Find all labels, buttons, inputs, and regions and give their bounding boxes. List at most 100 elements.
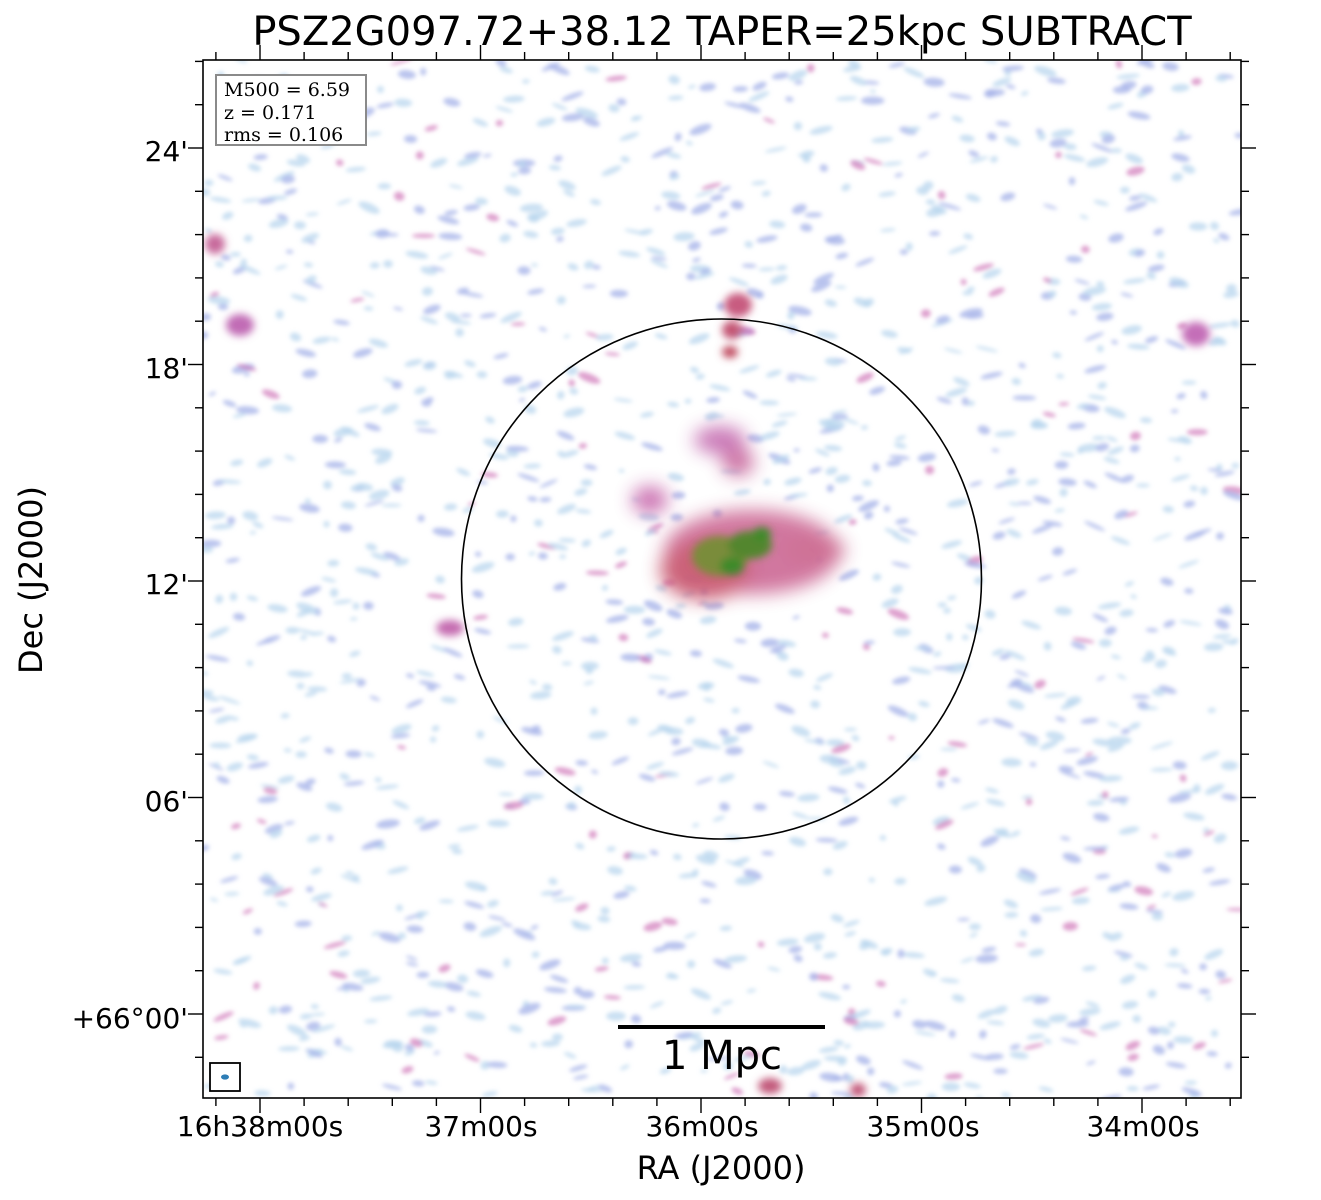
noise-speck xyxy=(1062,921,1078,931)
noise-speck xyxy=(897,949,905,959)
noise-speck xyxy=(606,614,629,623)
noise-speck xyxy=(672,853,682,861)
noise-speck xyxy=(1179,620,1202,626)
noise-speck xyxy=(563,189,575,197)
noise-speck xyxy=(1105,436,1118,442)
noise-speck xyxy=(651,147,674,158)
noise-speck xyxy=(671,491,686,499)
noise-speck xyxy=(941,1082,961,1092)
noise-speck xyxy=(965,193,981,202)
noise-speck xyxy=(1138,193,1158,203)
noise-speck xyxy=(368,489,390,500)
noise-speck xyxy=(272,404,293,413)
noise-speck xyxy=(312,434,329,444)
noise-speck xyxy=(375,453,392,464)
noise-speck xyxy=(487,900,499,908)
scale-bar-label: 1 Mpc xyxy=(661,1033,783,1079)
noise-speck xyxy=(431,725,440,732)
noise-speck xyxy=(425,1080,438,1085)
noise-speck xyxy=(390,60,414,66)
noise-speck xyxy=(650,259,669,268)
noise-speck xyxy=(734,876,757,885)
noise-speck xyxy=(464,151,482,159)
m500-text: M500 = 6.59 xyxy=(224,79,351,101)
noise-speck xyxy=(787,1066,805,1076)
y-tick-label: 06' xyxy=(145,785,188,818)
noise-speck xyxy=(366,131,382,136)
noise-speck xyxy=(1101,134,1116,144)
noise-speck xyxy=(295,751,307,758)
noise-speck xyxy=(230,716,239,721)
noise-speck xyxy=(258,876,278,887)
noise-speck xyxy=(667,972,678,979)
noise-speck xyxy=(1021,795,1033,799)
noise-speck xyxy=(894,442,907,449)
noise-speck xyxy=(886,459,902,467)
noise-speck xyxy=(1059,770,1081,779)
noise-speck xyxy=(306,672,313,677)
noise-speck xyxy=(409,1038,423,1048)
noise-speck xyxy=(1176,983,1193,989)
noise-speck xyxy=(888,796,907,804)
noise-speck xyxy=(902,952,925,958)
noise-speck xyxy=(935,315,950,324)
noise-speck xyxy=(804,212,823,218)
noise-speck xyxy=(357,405,380,413)
noise-speck xyxy=(843,920,860,928)
noise-speck xyxy=(697,682,715,690)
noise-speck xyxy=(734,638,747,643)
noise-speck xyxy=(975,345,998,353)
noise-speck xyxy=(669,173,680,181)
noise-speck xyxy=(703,697,715,703)
noise-speck xyxy=(982,268,1002,279)
noise-speck xyxy=(623,985,646,990)
noise-speck xyxy=(889,455,910,460)
noise-speck xyxy=(739,365,760,374)
noise-speck xyxy=(321,577,337,583)
noise-speck xyxy=(246,660,254,667)
noise-speck xyxy=(831,413,848,420)
noise-speck xyxy=(1171,83,1190,92)
noise-speck xyxy=(758,267,775,272)
noise-speck xyxy=(1093,813,1110,822)
noise-speck xyxy=(1011,378,1022,385)
noise-speck xyxy=(323,941,347,949)
noise-speck xyxy=(1099,1021,1121,1030)
noise-speck xyxy=(619,132,640,141)
noise-speck xyxy=(1158,685,1177,694)
noise-speck xyxy=(575,509,592,514)
noise-speck xyxy=(835,96,858,101)
noise-speck xyxy=(813,685,822,690)
noise-speck xyxy=(456,825,479,832)
noise-speck xyxy=(443,503,458,511)
noise-speck xyxy=(417,514,425,522)
noise-speck xyxy=(352,969,371,978)
noise-speck xyxy=(654,649,672,656)
noise-speck xyxy=(946,633,953,641)
noise-speck xyxy=(912,1019,927,1029)
noise-speck xyxy=(222,211,234,220)
noise-speck xyxy=(580,637,600,643)
noise-speck xyxy=(951,994,965,1002)
noise-speck xyxy=(324,747,334,754)
noise-speck xyxy=(1000,192,1016,202)
noise-speck xyxy=(1213,634,1232,639)
noise-speck xyxy=(411,233,436,239)
noise-speck xyxy=(827,786,848,794)
noise-speck xyxy=(902,1060,924,1070)
noise-speck xyxy=(761,851,775,856)
noise-speck xyxy=(561,113,584,122)
noise-speck xyxy=(665,152,682,159)
noise-speck xyxy=(552,631,574,641)
noise-speck xyxy=(756,291,764,299)
noise-speck xyxy=(620,1064,630,1071)
noise-speck xyxy=(412,1080,425,1087)
noise-speck xyxy=(1218,978,1233,984)
x-tick-label: 36m00s xyxy=(645,1110,758,1143)
noise-speck xyxy=(1110,536,1131,545)
noise-speck xyxy=(483,438,502,448)
noise-speck xyxy=(718,728,730,737)
noise-speck xyxy=(838,569,860,581)
noise-speck xyxy=(646,762,665,770)
noise-speck xyxy=(823,444,843,452)
